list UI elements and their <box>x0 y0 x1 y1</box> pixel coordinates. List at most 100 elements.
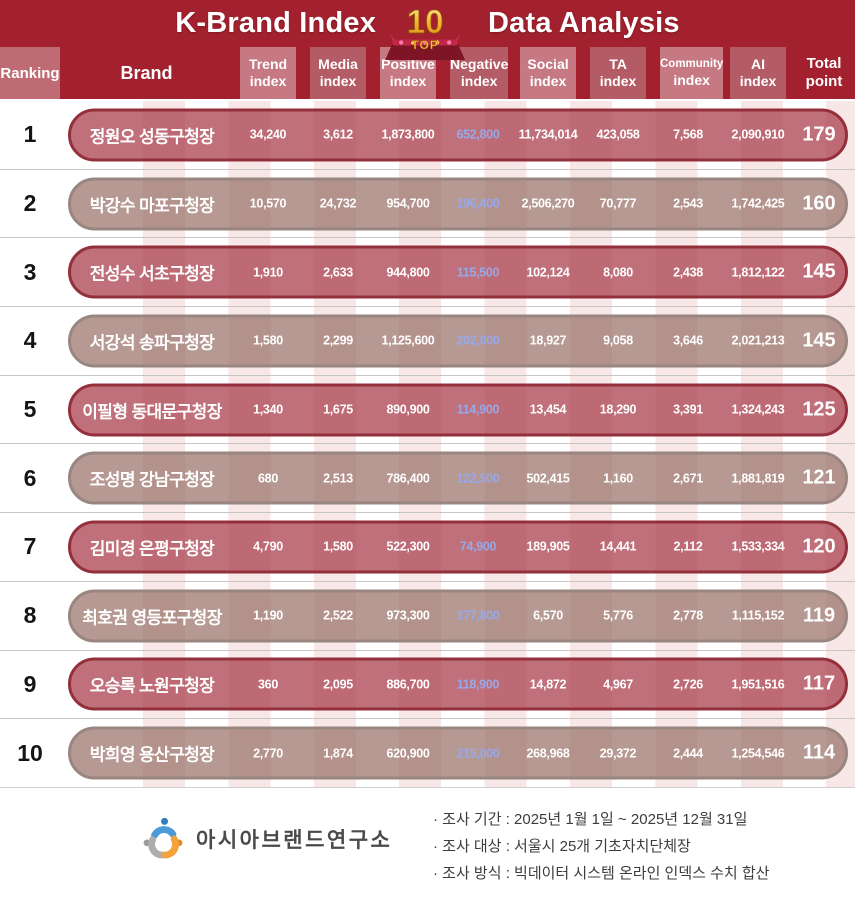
brand-name: 박희영 용산구청장 <box>89 745 215 765</box>
media-index-value: 3,612 <box>323 127 353 142</box>
total-point-value: 119 <box>802 604 836 627</box>
ai-index-value: 1,115,152 <box>731 608 785 623</box>
table-row: 4 서강석 송파구청장 1,580 2,299 1,125,600 202,80… <box>0 307 855 376</box>
column-header-ranking: Ranking <box>0 47 60 99</box>
positive-index-value: 786,400 <box>386 471 430 486</box>
ai-index-value: 1,533,334 <box>731 539 785 554</box>
trend-index-value: 2,770 <box>253 746 283 761</box>
community-index-value: 2,112 <box>673 539 703 554</box>
media-index-value: 2,095 <box>323 677 353 692</box>
positive-index-value: 954,700 <box>386 196 430 211</box>
column-header-community-index: Community index <box>660 47 724 99</box>
brand-name: 이필형 동대문구청장 <box>82 402 222 422</box>
positive-index-value: 620,900 <box>386 746 430 761</box>
trend-index-value: 1,580 <box>253 333 283 348</box>
table-row: 3 전성수 서초구청장 1,910 2,633 944,800 115,500 … <box>0 238 855 308</box>
brand-pill: 박희영 용산구청장 2,770 1,874 620,900 215,000 26… <box>68 726 848 780</box>
community-index-value: 2,438 <box>673 265 703 280</box>
negative-index-value: 215,000 <box>456 746 500 761</box>
media-index-value: 1,874 <box>323 746 353 761</box>
rank-cell: 3 <box>23 258 37 285</box>
badge-number: 10 <box>406 3 443 40</box>
positive-index-value: 973,300 <box>386 608 430 623</box>
media-index-value: 1,675 <box>323 402 353 417</box>
column-header-brand: Brand <box>120 62 173 83</box>
negative-index-value: 114,900 <box>456 402 500 417</box>
rank-cell: 9 <box>23 670 37 697</box>
trend-index-value: 360 <box>258 677 278 692</box>
table-header-row: Ranking Brand Trend index Media index Positi… <box>0 47 855 101</box>
social-index-value: 14,872 <box>529 677 567 692</box>
table-body: 1 정원오 성동구청장 34,240 3,612 1,873,800 652,8… <box>0 101 855 788</box>
survey-method-note: · 조사 방식 : 빅데이터 시스템 온라인 인덱스 수치 합산 <box>433 865 770 882</box>
column-header-social-index: Social index <box>520 47 576 99</box>
table-row: 8 최호권 영등포구청장 1,190 2,522 973,300 177,800… <box>0 582 855 651</box>
negative-index-value: 74,900 <box>459 539 497 554</box>
negative-index-value: 118,900 <box>456 677 500 692</box>
community-index-value: 2,726 <box>673 677 703 692</box>
trend-index-value: 680 <box>258 471 278 486</box>
ai-index-value: 1,951,516 <box>731 677 785 692</box>
total-point-value: 120 <box>802 535 836 558</box>
positive-index-value: 1,873,800 <box>381 127 435 142</box>
ta-index-value: 9,058 <box>603 333 633 348</box>
brand-pill: 전성수 서초구청장 1,910 2,633 944,800 115,500 10… <box>68 245 848 299</box>
brand-pill: 최호권 영등포구청장 1,190 2,522 973,300 177,800 6… <box>68 589 848 643</box>
social-index-value: 11,734,014 <box>518 127 578 142</box>
total-point-value: 179 <box>802 123 836 146</box>
media-index-value: 1,580 <box>323 539 353 554</box>
rank-cell: 10 <box>17 739 43 766</box>
brand-name: 김미경 은평구청장 <box>89 539 215 559</box>
ai-index-value: 1,881,819 <box>731 471 785 486</box>
brand-name: 정원오 성동구청장 <box>89 127 215 147</box>
social-index-value: 6,570 <box>533 608 563 623</box>
community-index-value: 2,671 <box>673 471 703 486</box>
social-index-value: 189,905 <box>526 539 570 554</box>
brand-pill: 조성명 강남구청장 680 2,513 786,400 122,500 502,… <box>68 451 848 505</box>
ta-index-value: 14,441 <box>599 539 637 554</box>
brand-pill: 김미경 은평구청장 4,790 1,580 522,300 74,900 189… <box>68 520 848 574</box>
column-header-ai-index: AI index <box>730 47 786 99</box>
community-index-value: 2,778 <box>673 608 703 623</box>
social-index-value: 268,968 <box>526 746 570 761</box>
positive-index-value: 944,800 <box>386 265 430 280</box>
rank-cell: 4 <box>23 327 37 354</box>
community-index-value: 2,543 <box>673 196 703 211</box>
table-row: 6 조성명 강남구청장 680 2,513 786,400 122,500 50… <box>0 444 855 514</box>
total-point-value: 145 <box>802 329 836 352</box>
table-row: 7 김미경 은평구청장 4,790 1,580 522,300 74,900 1… <box>0 513 855 582</box>
column-header-total-point: Total point <box>805 55 843 90</box>
brand-name: 박강수 마포구청장 <box>89 196 215 216</box>
banner-title-left: K-Brand Index <box>175 7 377 39</box>
column-header-ta-index: TA index <box>590 47 646 99</box>
trend-index-value: 4,790 <box>253 539 283 554</box>
column-header-media-index: Media index <box>310 47 366 99</box>
positive-index-value: 522,300 <box>386 539 430 554</box>
media-index-value: 2,513 <box>323 471 353 486</box>
total-point-value: 121 <box>802 466 836 489</box>
table-row: 1 정원오 성동구청장 34,240 3,612 1,873,800 652,8… <box>0 101 855 170</box>
ta-index-value: 70,777 <box>599 196 637 211</box>
survey-notes: · 조사 기간 : 2025년 1월 1일 ~ 2025년 12월 31일 · … <box>433 806 769 887</box>
media-index-value: 2,299 <box>323 333 353 348</box>
rank-cell: 7 <box>23 533 37 560</box>
ai-index-value: 2,021,213 <box>731 333 785 348</box>
negative-index-value: 122,500 <box>456 471 500 486</box>
total-point-value: 125 <box>802 398 836 421</box>
ai-index-value: 1,742,425 <box>731 196 785 211</box>
positive-index-value: 890,900 <box>386 402 430 417</box>
social-index-value: 13,454 <box>529 402 567 417</box>
table-row: 9 오승록 노원구청장 360 2,095 886,700 118,900 14… <box>0 651 855 720</box>
negative-index-value: 115,500 <box>456 265 500 280</box>
negative-index-value: 196,400 <box>456 196 500 211</box>
positive-index-value: 886,700 <box>386 677 430 692</box>
media-index-value: 2,633 <box>323 265 353 280</box>
ta-index-value: 8,080 <box>603 265 633 280</box>
rank-cell: 6 <box>23 464 37 491</box>
column-header-trend-index: Trend index <box>240 47 296 99</box>
institute-logo-icon <box>143 817 183 859</box>
community-index-value: 3,391 <box>673 402 703 417</box>
negative-index-value: 202,800 <box>456 333 500 348</box>
brand-name: 서강석 송파구청장 <box>89 333 215 353</box>
column-header-negative-index: Negative index <box>450 47 509 99</box>
